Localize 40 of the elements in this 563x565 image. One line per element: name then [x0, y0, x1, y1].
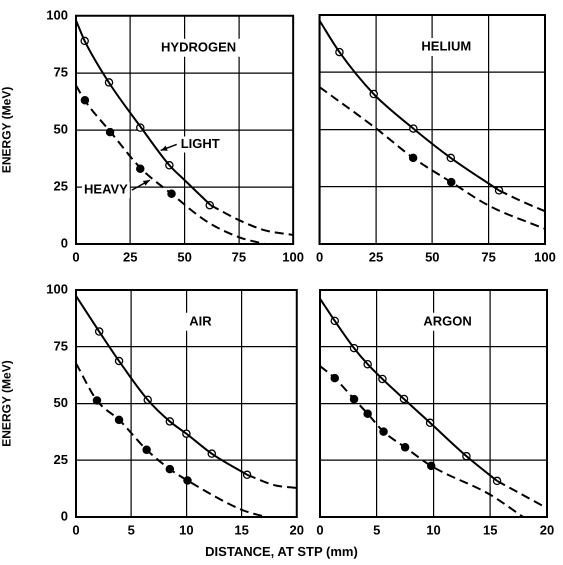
y-tick-label: 100	[46, 282, 68, 297]
x-tick-label: 0	[72, 249, 80, 264]
text: HELIUM	[421, 38, 472, 54]
point	[426, 462, 436, 470]
y-tick-label: 25	[54, 178, 68, 194]
x-tick-label: 0	[72, 522, 80, 538]
text: AIR	[189, 313, 212, 328]
x-tick-label: 10	[179, 522, 194, 538]
x-tick-label: 15	[483, 522, 498, 538]
y-tick-label: 50	[54, 395, 68, 410]
x-tick-label: 0	[316, 522, 324, 538]
y-tick-label: 75	[54, 338, 68, 354]
annotation: HEAVY	[84, 182, 128, 197]
y-axis-title: ENERGY (MeV)	[0, 360, 14, 447]
x-tick-label: 25	[123, 249, 138, 264]
y-tick-label: 0	[60, 236, 68, 251]
x-tick-label: 50	[425, 249, 440, 264]
x-tick-label: 50	[177, 249, 192, 264]
y-tick-label: 100	[46, 7, 68, 22]
y-tick-label: 75	[54, 64, 68, 80]
x-tick-label: 5	[128, 522, 135, 538]
x-axis-title: DISTANCE, AT STP (mm)	[204, 544, 359, 559]
y-tick-label: 0	[60, 508, 68, 524]
x-tick-label: 75	[232, 249, 246, 264]
x-tick-label: 100	[282, 249, 304, 264]
x-tick-label: 5	[373, 522, 380, 538]
x-tick-label: 75	[481, 249, 496, 264]
y-tick-label: 25	[54, 452, 68, 467]
x-tick-label: 0	[316, 249, 324, 264]
x-tick-label: 20	[540, 522, 554, 538]
annotation: LIGHT	[180, 136, 220, 152]
y-tick-label: 50	[54, 121, 68, 136]
x-tick-label: 10	[426, 522, 441, 538]
text: HYDROGEN	[161, 39, 236, 54]
x-tick-label: 25	[368, 249, 384, 264]
x-tick-label: 15	[234, 522, 249, 538]
x-tick-label: 20	[290, 522, 304, 538]
text: ARGON	[423, 313, 472, 328]
x-tick-label: 100	[534, 249, 556, 264]
y-axis-title: ENERGY (MeV)	[0, 86, 14, 174]
